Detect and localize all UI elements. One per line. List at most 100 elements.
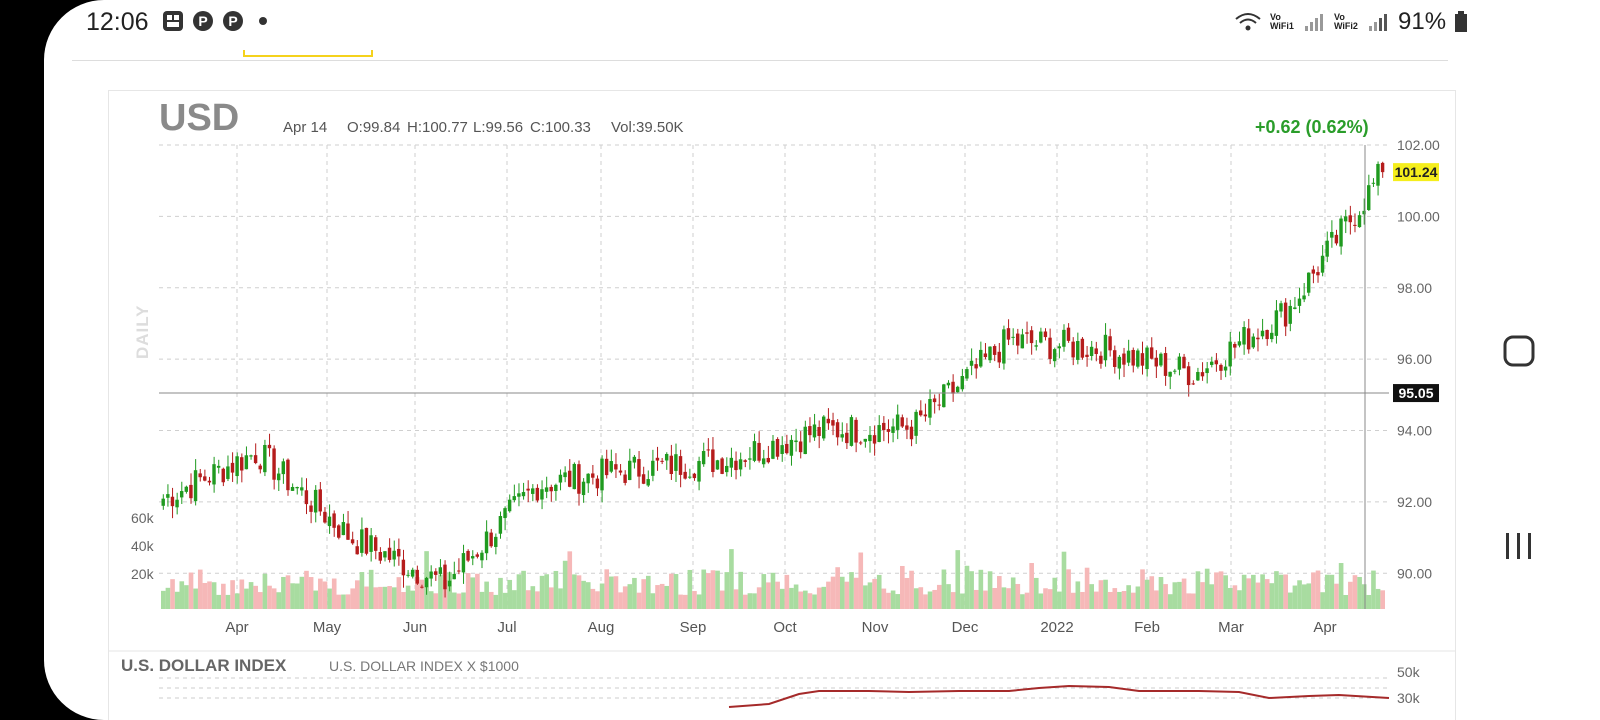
candle-body: [429, 571, 433, 579]
volume-bar: [405, 585, 411, 609]
low-value: L:99.56: [473, 119, 524, 136]
lower-panel-title: U.S. DOLLAR INDEX: [121, 656, 287, 675]
volume-bar: [525, 590, 531, 609]
candle-body: [660, 460, 664, 462]
volume-bar: [548, 587, 554, 609]
price-chart[interactable]: 102.00 100.00 98.00 96.00 94.00 92.00 90.00 Apr…: [109, 91, 1455, 720]
volume-bar: [401, 592, 406, 609]
volume-bar: [387, 586, 392, 609]
volume-bar: [1218, 571, 1224, 609]
volume-bar: [1227, 588, 1233, 609]
volume-bar: [756, 587, 762, 609]
volume-bar: [645, 575, 651, 609]
volume-bar: [378, 586, 383, 609]
volume-bar: [1191, 593, 1196, 609]
volume-bar: [1070, 592, 1076, 609]
volume-bar: [793, 584, 799, 609]
y-tick-label: 92.00: [1397, 494, 1432, 510]
volume-bar: [493, 594, 499, 609]
volume-bar: [775, 581, 780, 609]
volume-tick-label: 20k: [131, 566, 155, 582]
candle-body: [424, 577, 429, 588]
chart-card[interactable]: USD Apr 14 O:99.84 H:100.77 L:99.56 C:10…: [108, 90, 1456, 720]
candle-body: [549, 486, 553, 492]
volume-bar: [1163, 584, 1168, 609]
recents-button[interactable]: [1504, 531, 1534, 566]
volume-bar: [1260, 574, 1265, 609]
candle-body: [669, 455, 673, 475]
volume-bar: [927, 591, 933, 609]
candle-body: [641, 474, 646, 484]
candle-body: [540, 489, 544, 500]
volume-bar: [507, 579, 513, 609]
volume-bar: [488, 591, 494, 609]
candle-body: [1043, 331, 1048, 338]
more-notifications-dot-icon: [259, 17, 267, 25]
candle-body: [923, 414, 928, 417]
volume-bar: [354, 580, 360, 609]
candle-body: [1376, 163, 1380, 186]
candle-body: [655, 457, 660, 461]
volume-bar: [941, 569, 947, 609]
candle-body: [1214, 360, 1219, 365]
volume-bar: [479, 591, 485, 609]
candle-body: [554, 484, 558, 492]
volume-bar: [1320, 592, 1325, 609]
volume-bar: [784, 574, 790, 609]
candle-body: [1048, 337, 1052, 359]
candle-body: [1173, 370, 1177, 372]
volume-bar: [613, 576, 619, 609]
volume-bar: [572, 574, 577, 609]
candle-body: [1177, 356, 1182, 370]
candle-body: [397, 548, 401, 557]
candle-body: [1237, 341, 1242, 346]
volume-bar: [863, 585, 868, 609]
volume-bar: [1343, 594, 1349, 609]
volume-bar: [336, 594, 342, 609]
candle-body: [1270, 332, 1274, 340]
candle-body: [1089, 346, 1094, 356]
volume-bar: [913, 588, 919, 609]
candle-body: [1131, 349, 1135, 366]
candle-body: [494, 536, 498, 547]
candle-body: [383, 551, 387, 558]
x-tick-label: Mar: [1218, 619, 1244, 636]
volume-bar: [719, 590, 725, 609]
candle-body: [600, 458, 604, 491]
volume-bar: [1269, 583, 1275, 609]
volume-bar: [770, 572, 776, 609]
volume-bar: [738, 571, 743, 609]
candle-body: [323, 511, 327, 523]
volume-bar: [165, 587, 171, 609]
volume-bar: [1024, 592, 1030, 609]
lower-y-tick: 30k: [1397, 690, 1421, 706]
x-tick-label: May: [313, 619, 342, 636]
candle-body: [1279, 303, 1283, 312]
volume-bar: [216, 594, 222, 609]
volume-bar: [230, 580, 235, 609]
home-button[interactable]: [1502, 334, 1536, 373]
candle-body: [748, 458, 752, 460]
volume-bar: [382, 586, 388, 609]
volume-bar: [359, 572, 365, 609]
volume-bar: [364, 586, 369, 609]
candle-body: [1117, 356, 1122, 369]
volume-bar: [724, 572, 730, 609]
candle-body: [281, 461, 286, 475]
volume-bar: [835, 567, 840, 609]
volume-bar: [636, 592, 642, 609]
candle-body: [207, 480, 212, 483]
volume-bar: [1288, 592, 1293, 609]
volume-bar: [174, 591, 180, 609]
candle-body: [1099, 355, 1103, 364]
candle-body: [914, 411, 918, 436]
last-price-badge: [1393, 163, 1439, 182]
candle-body: [572, 463, 576, 490]
candle-body: [711, 449, 715, 472]
previous-panel-strip: [72, 20, 1448, 61]
chart-axes: 102.00 100.00 98.00 96.00 94.00 92.00 90.00 Apr…: [131, 137, 1440, 636]
lower-panel-subtitle: U.S. DOLLAR INDEX X $1000: [329, 658, 519, 674]
recents-icon: [1506, 533, 1531, 559]
close-value: C:100.33: [530, 119, 591, 136]
candle-body: [179, 491, 184, 498]
